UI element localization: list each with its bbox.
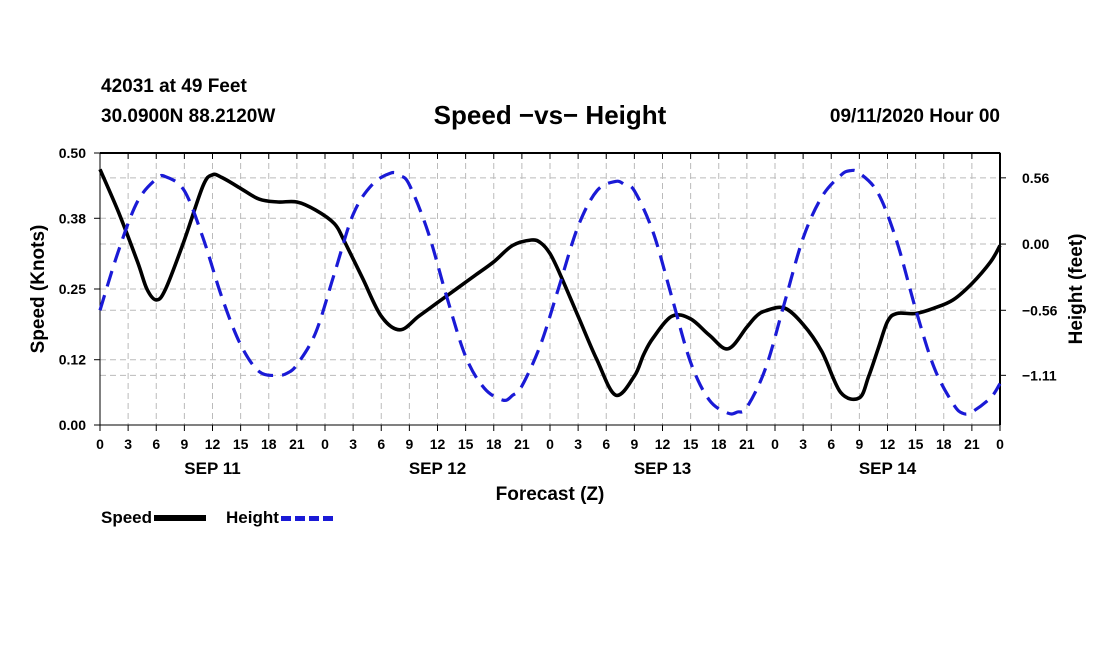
label-layer: 0 3 6 9 12 15 18 21 0 3 6 9 12 15 18 21 0 3 6 9 12 15 18 21 0 3 6 9… xyxy=(59,145,1058,478)
x-tick-label: 3 xyxy=(799,436,807,452)
x-tick-label: 9 xyxy=(180,436,188,452)
height-series-line xyxy=(98,168,1002,416)
x-tick-label: 15 xyxy=(458,436,474,452)
y-tick-label: 0.00 xyxy=(59,417,86,433)
x-tick-label: 12 xyxy=(880,436,896,452)
x-tick-label: 18 xyxy=(936,436,952,452)
x-tick-label: 12 xyxy=(205,436,221,452)
tick-layer xyxy=(94,152,1006,431)
x-tick-label: 0 xyxy=(321,436,329,452)
chart-title: Speed −vs− Height xyxy=(433,100,667,130)
forecast-date: 09/11/2020 Hour 00 xyxy=(829,106,1000,127)
legend-height: Height xyxy=(226,508,333,528)
grid-layer xyxy=(100,153,1000,425)
x-tick-label: 3 xyxy=(574,436,582,452)
day-label: SEP 11 xyxy=(184,459,240,478)
x-tick-label: 21 xyxy=(964,436,980,452)
x-tick-label: 9 xyxy=(630,436,638,452)
x-tick-label: 3 xyxy=(124,436,132,452)
station-label: 42031 at 49 Feet xyxy=(101,76,247,97)
x-tick-label: 12 xyxy=(430,436,446,452)
y2-tick-label: −1.11 xyxy=(1022,367,1057,383)
x-tick-label: 21 xyxy=(514,436,530,452)
x-tick-label: 6 xyxy=(602,436,610,452)
x-tick-label: 0 xyxy=(96,436,104,452)
x-tick-label: 15 xyxy=(683,436,699,452)
y2-tick-label: −0.56 xyxy=(1022,302,1058,318)
legend-speed-swatch xyxy=(154,515,207,521)
day-label: SEP 14 xyxy=(859,459,917,478)
x-tick-label: 3 xyxy=(349,436,357,452)
speed-series-line xyxy=(98,168,1002,402)
day-label: SEP 13 xyxy=(634,459,691,478)
legend-height-label: Height xyxy=(226,508,279,527)
y-tick-label: 0.38 xyxy=(59,210,86,226)
x-tick-label: 6 xyxy=(827,436,835,452)
x-tick-label: 6 xyxy=(377,436,385,452)
x-tick-label: 9 xyxy=(405,436,413,452)
x-tick-label: 9 xyxy=(855,436,863,452)
x-tick-label: 18 xyxy=(486,436,502,452)
y2-tick-label: 0.56 xyxy=(1022,170,1049,186)
y-tick-label: 0.25 xyxy=(59,281,86,297)
x-tick-label: 0 xyxy=(771,436,779,452)
y2-tick-label: 0.00 xyxy=(1022,236,1049,252)
x-tick-label: 0 xyxy=(546,436,554,452)
x-tick-label: 0 xyxy=(996,436,1004,452)
y-tick-label: 0.12 xyxy=(59,352,86,368)
x-tick-label: 15 xyxy=(233,436,249,452)
day-label: SEP 12 xyxy=(409,459,466,478)
y2-axis-label: Height (feet) xyxy=(1066,234,1087,345)
legend: Speed Height xyxy=(101,508,353,528)
x-tick-label: 12 xyxy=(655,436,671,452)
x-tick-label: 21 xyxy=(289,436,305,452)
x-tick-label: 18 xyxy=(261,436,277,452)
y-axis-label: Speed (Knots) xyxy=(28,225,49,354)
legend-height-swatch xyxy=(280,515,333,521)
x-tick-label: 6 xyxy=(152,436,160,452)
x-tick-label: 21 xyxy=(739,436,755,452)
coordinates-label: 30.0900N 88.2120W xyxy=(101,106,276,127)
legend-speed-label: Speed xyxy=(101,508,153,527)
x-tick-label: 18 xyxy=(711,436,727,452)
series-layer xyxy=(98,168,1002,416)
y-tick-label: 0.50 xyxy=(59,145,86,161)
x-axis-label: Forecast (Z) xyxy=(496,484,605,505)
legend-speed: Speed xyxy=(101,508,207,528)
x-tick-label: 15 xyxy=(908,436,924,452)
